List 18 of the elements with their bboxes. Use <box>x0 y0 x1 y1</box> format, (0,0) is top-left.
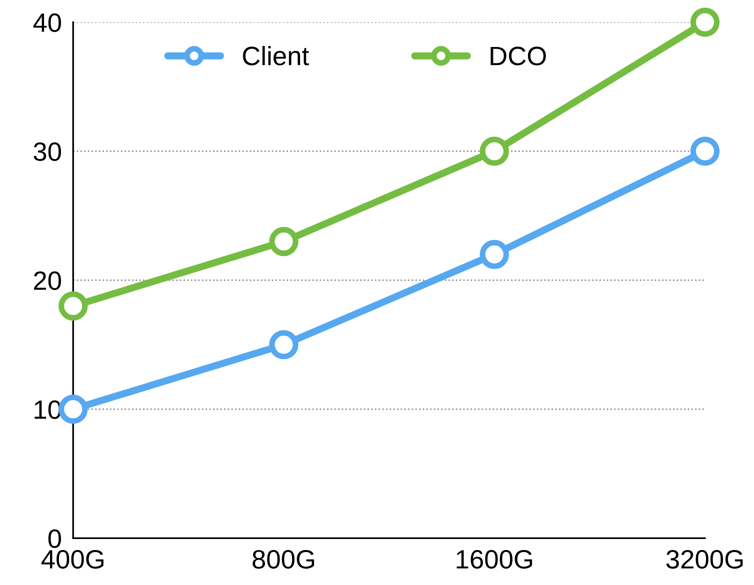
y-tick-label: 30 <box>34 142 61 162</box>
y-tick-label: 20 <box>34 271 61 290</box>
y-tick-label: 0 <box>48 529 61 548</box>
point <box>480 240 509 269</box>
point <box>269 330 298 360</box>
point <box>58 291 88 321</box>
point <box>690 8 720 37</box>
legend-label: DCO <box>490 46 546 66</box>
point <box>690 136 720 166</box>
point <box>480 136 509 166</box>
point <box>58 394 88 424</box>
x-tick-label: 400G <box>41 550 104 569</box>
legend-label: Client <box>242 46 309 66</box>
x-tick-label: 1600G <box>456 550 532 569</box>
point <box>269 226 298 256</box>
x-tick-label: 800G <box>252 550 314 569</box>
y-tick-label: 40 <box>33 13 61 32</box>
x-tick-label: 3200G <box>666 550 743 569</box>
